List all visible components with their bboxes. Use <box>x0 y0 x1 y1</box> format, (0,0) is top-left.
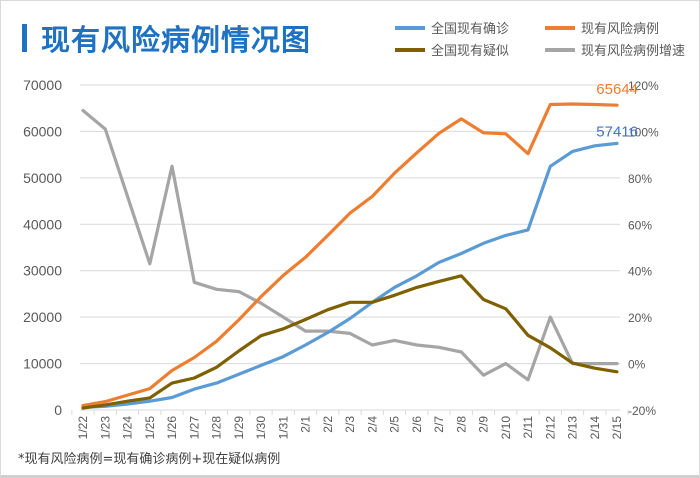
x-tick-label: 1/26 <box>165 416 179 440</box>
y-left-tick-label: 50000 <box>23 170 62 186</box>
y-right-tick-label: 0% <box>628 358 646 372</box>
x-tick-label: 2/6 <box>410 416 424 433</box>
x-tick-label: 2/9 <box>477 416 491 433</box>
y-left-tick-label: 20000 <box>23 309 62 325</box>
x-tick-label: 1/23 <box>98 416 112 440</box>
legend-label: 现有风险病例增速 <box>581 44 686 59</box>
x-tick-label: 1/29 <box>232 416 246 440</box>
y-right-tick-label: -20% <box>628 404 656 418</box>
legend-label: 全国现有疑似 <box>431 44 510 59</box>
x-tick-label: 1/25 <box>143 416 157 440</box>
y-left-tick-label: 60000 <box>23 123 62 139</box>
x-tick-label: 2/8 <box>454 416 468 433</box>
y-right-tick-label: 20% <box>628 311 652 325</box>
y-right-tick-label: 100% <box>628 125 659 139</box>
series-line <box>81 274 619 410</box>
end-labels: 65644 57416 <box>596 81 638 140</box>
end-data-label: 57416 <box>596 123 638 140</box>
y-right-tick-label: 80% <box>628 172 652 186</box>
footnote: *现有风险病例=现有确诊病例+现在疑似病例 <box>18 452 281 467</box>
x-tick-label: 2/3 <box>343 416 357 433</box>
x-tick-label: 2/2 <box>321 416 335 433</box>
series-line <box>81 108 619 382</box>
x-tick-label: 2/5 <box>388 416 402 433</box>
title-bar: 现有风险病例情况图 <box>22 20 312 57</box>
legend-item-risk: 现有风险病例 <box>545 18 659 37</box>
title-accent-bar <box>22 24 27 52</box>
y-right-tick-label: 120% <box>628 79 659 93</box>
x-tick-label: 2/12 <box>543 416 557 440</box>
y-left-tick-label: 0 <box>54 402 62 418</box>
x-tick-label: 2/15 <box>610 416 624 440</box>
series-line <box>81 141 619 409</box>
legend-swatch <box>545 25 575 30</box>
y-left-tick-label: 30000 <box>23 263 62 279</box>
x-tick-label: 1/30 <box>254 416 268 440</box>
gridlines <box>80 84 620 365</box>
x-tick-label: 1/28 <box>210 416 224 440</box>
x-tick-label: 2/1 <box>299 416 313 433</box>
y-axis-right: -20% 0% 20% 40% 60% 80% 100% 120% <box>628 79 659 418</box>
x-tick-label: 1/24 <box>121 416 135 440</box>
x-tick-label: 2/13 <box>566 416 580 440</box>
y-left-tick-label: 10000 <box>23 356 62 372</box>
y-left-tick-label: 70000 <box>23 77 62 93</box>
x-tick-label: 2/11 <box>521 416 535 439</box>
legend-label: 全国现有确诊 <box>431 22 510 37</box>
x-tick-label: 1/22 <box>76 416 90 440</box>
page-title: 现有风险病例情况图 <box>41 23 312 57</box>
legend-swatch <box>395 47 425 52</box>
x-tick-label: 2/14 <box>588 416 602 440</box>
legend-label: 现有风险病例 <box>581 22 660 37</box>
legend-item-risk-growth: 现有风险病例增速 <box>545 40 685 59</box>
x-tick-label: 2/4 <box>365 416 379 433</box>
x-tick-label: 1/27 <box>187 416 201 440</box>
x-axis: 1/22 1/23 1/24 1/25 1/26 1/27 1/28 1/29 1/30 1/31… <box>71 409 629 440</box>
x-tick-label: 1/31 <box>276 416 290 440</box>
y-right-tick-label: 60% <box>628 218 652 232</box>
y-left-tick-label: 40000 <box>23 216 62 232</box>
series-line <box>81 102 619 408</box>
legend-item-suspected: 全国现有疑似 <box>395 40 509 59</box>
legend-item-confirmed: 全国现有确诊 <box>395 18 509 37</box>
x-tick-label: 2/7 <box>432 416 446 433</box>
series-lines <box>81 102 619 410</box>
legend-swatch <box>545 47 575 52</box>
y-axis-left: 0 10000 20000 30000 40000 50000 60000 70000 <box>23 77 62 418</box>
x-tick-label: 2/10 <box>499 416 513 440</box>
y-right-tick-label: 40% <box>628 265 652 279</box>
end-data-label: 65644 <box>596 81 638 98</box>
legend-swatch <box>395 25 425 30</box>
